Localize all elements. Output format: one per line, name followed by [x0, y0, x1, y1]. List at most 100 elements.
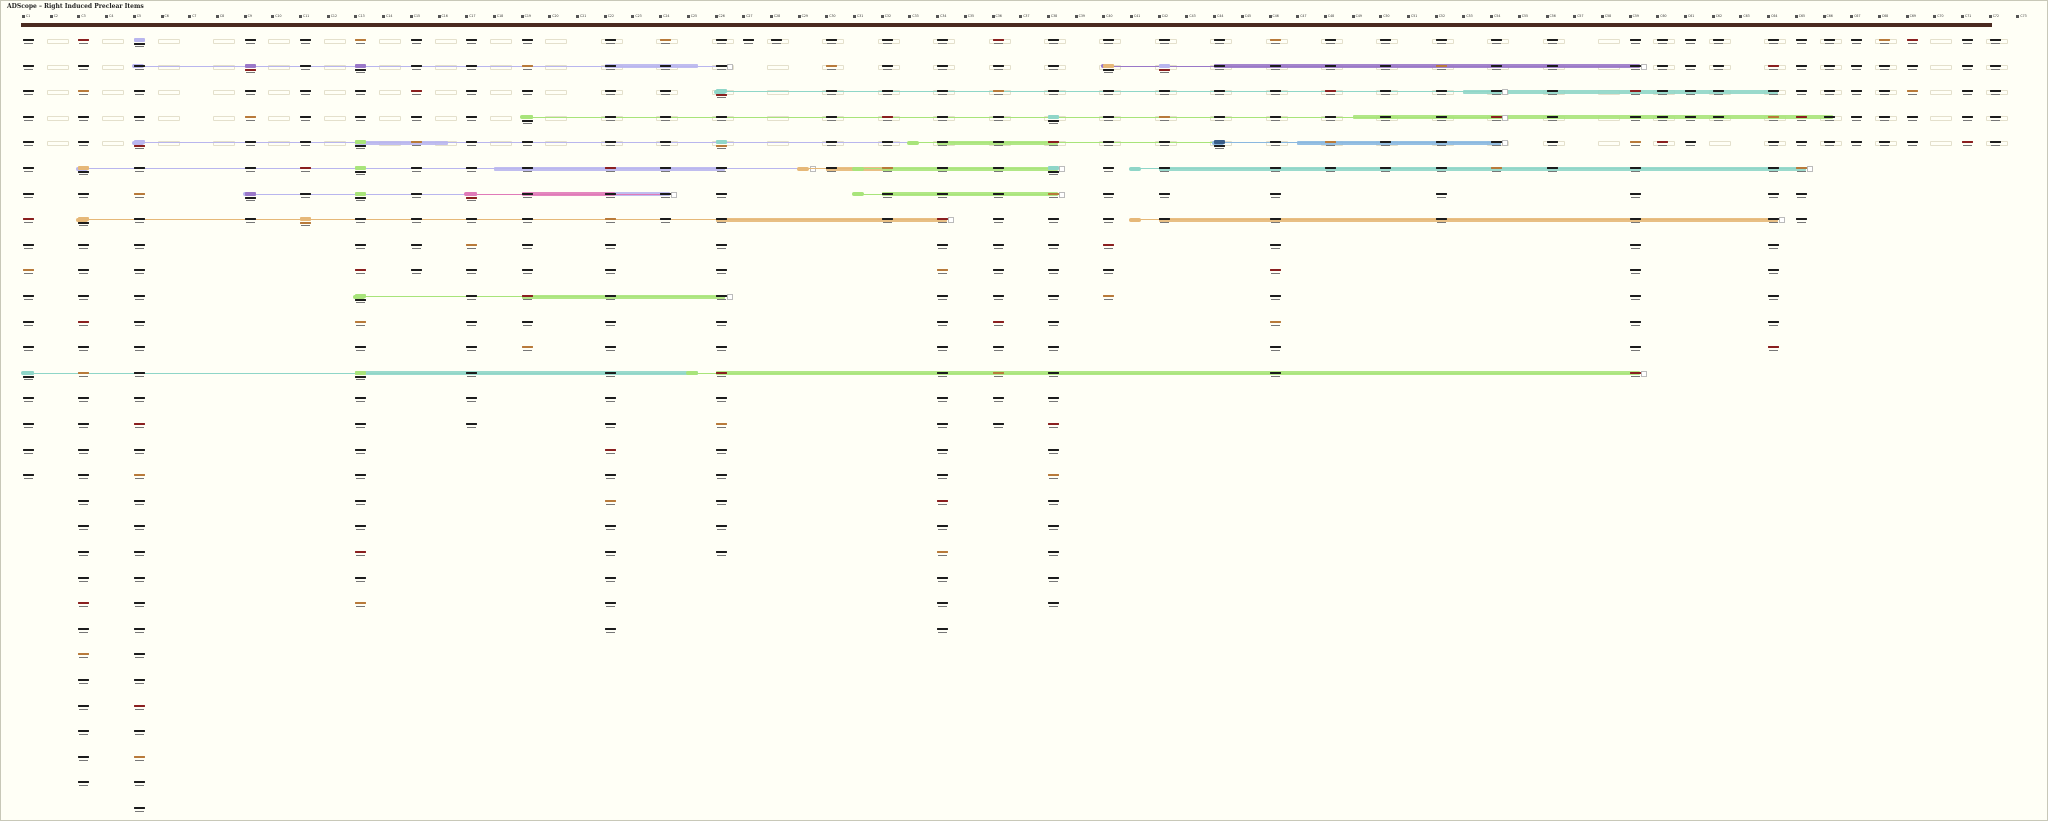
task-node[interactable] — [1629, 294, 1641, 302]
task-node[interactable] — [78, 729, 90, 737]
task-node[interactable] — [604, 396, 616, 404]
task-node[interactable] — [23, 268, 34, 276]
task-node[interactable] — [521, 320, 533, 328]
span-band[interactable] — [881, 192, 1058, 197]
task-node[interactable] — [78, 140, 90, 148]
task-node[interactable] — [992, 268, 1004, 276]
task-node[interactable] — [1906, 89, 1918, 97]
task-node[interactable] — [992, 320, 1004, 328]
task-node[interactable] — [521, 294, 533, 302]
task-node[interactable] — [937, 294, 949, 302]
span-band[interactable] — [1352, 115, 1834, 120]
task-node[interactable] — [1823, 115, 1835, 123]
task-node[interactable] — [1629, 89, 1641, 97]
task-node[interactable] — [604, 320, 616, 328]
task-node[interactable] — [23, 89, 34, 97]
task-node[interactable] — [78, 243, 90, 251]
task-node[interactable] — [1629, 371, 1641, 379]
task-node[interactable] — [937, 371, 949, 379]
task-node[interactable] — [1546, 166, 1558, 174]
task-node[interactable] — [78, 294, 90, 302]
task-node[interactable] — [355, 243, 367, 251]
task-node[interactable] — [133, 473, 145, 481]
task-node[interactable] — [1103, 217, 1115, 225]
task-node[interactable] — [133, 268, 145, 276]
task-node[interactable] — [1906, 115, 1918, 123]
task-node[interactable] — [23, 294, 34, 302]
task-node[interactable] — [521, 217, 533, 225]
span-band[interactable] — [715, 217, 948, 222]
task-node[interactable] — [1103, 38, 1115, 46]
task-node[interactable] — [521, 192, 533, 200]
task-node[interactable] — [1047, 601, 1059, 609]
task-node[interactable] — [1047, 268, 1059, 276]
task-node[interactable] — [1712, 64, 1724, 72]
task-node[interactable] — [133, 320, 145, 328]
task-node[interactable] — [1906, 140, 1918, 148]
task-node[interactable] — [715, 268, 727, 276]
task-node[interactable] — [78, 217, 90, 227]
span-start-tag[interactable] — [685, 371, 698, 376]
task-node[interactable] — [1047, 422, 1059, 430]
span-band[interactable] — [1463, 89, 1779, 94]
task-node[interactable] — [466, 115, 478, 123]
task-node[interactable] — [660, 192, 672, 200]
task-node[interactable] — [992, 422, 1004, 430]
task-node[interactable] — [133, 601, 145, 609]
task-node[interactable] — [300, 38, 311, 46]
task-node[interactable] — [1269, 268, 1281, 276]
task-node[interactable] — [1214, 140, 1226, 150]
task-node[interactable] — [1823, 64, 1835, 72]
task-node[interactable] — [937, 217, 949, 225]
task-node[interactable] — [743, 38, 755, 46]
task-node[interactable] — [937, 601, 949, 609]
task-node[interactable] — [715, 422, 727, 430]
task-node[interactable] — [1047, 192, 1059, 200]
task-node[interactable] — [1851, 38, 1863, 46]
task-node[interactable] — [937, 38, 949, 46]
task-node[interactable] — [881, 38, 893, 46]
task-node[interactable] — [78, 89, 90, 97]
task-node[interactable] — [466, 217, 478, 225]
task-node[interactable] — [715, 192, 727, 200]
task-node[interactable] — [1768, 140, 1780, 148]
task-node[interactable] — [23, 345, 34, 353]
task-node[interactable] — [1712, 89, 1724, 97]
task-node[interactable] — [466, 371, 478, 379]
task-node[interactable] — [1324, 89, 1336, 97]
task-node[interactable] — [133, 524, 145, 532]
task-node[interactable] — [881, 166, 893, 174]
task-node[interactable] — [300, 166, 311, 174]
task-node[interactable] — [992, 38, 1004, 46]
task-node[interactable] — [1823, 140, 1835, 148]
task-node[interactable] — [78, 499, 90, 507]
task-node[interactable] — [937, 550, 949, 558]
task-node[interactable] — [521, 166, 533, 174]
task-node[interactable] — [23, 192, 34, 200]
task-node[interactable] — [78, 166, 90, 176]
span-band[interactable] — [355, 371, 698, 376]
task-node[interactable] — [1962, 140, 1973, 148]
task-node[interactable] — [1435, 64, 1447, 72]
task-node[interactable] — [521, 345, 533, 353]
task-node[interactable] — [521, 268, 533, 276]
task-node[interactable] — [521, 114, 534, 125]
task-node[interactable] — [937, 422, 949, 430]
task-node[interactable] — [1768, 166, 1780, 174]
task-node[interactable] — [1158, 166, 1170, 174]
task-node[interactable] — [1878, 140, 1890, 148]
task-node[interactable] — [1103, 268, 1115, 276]
task-node[interactable] — [1629, 268, 1641, 276]
task-node[interactable] — [466, 64, 478, 72]
task-node[interactable] — [992, 166, 1004, 174]
task-node[interactable] — [604, 422, 616, 430]
task-node[interactable] — [355, 576, 367, 584]
task-node[interactable] — [604, 627, 616, 635]
task-node[interactable] — [1047, 294, 1059, 302]
task-node[interactable] — [23, 396, 34, 404]
task-node[interactable] — [355, 448, 367, 456]
task-node[interactable] — [1851, 89, 1863, 97]
task-node[interactable] — [355, 294, 367, 304]
task-node[interactable] — [1795, 217, 1807, 225]
task-node[interactable] — [410, 89, 422, 97]
